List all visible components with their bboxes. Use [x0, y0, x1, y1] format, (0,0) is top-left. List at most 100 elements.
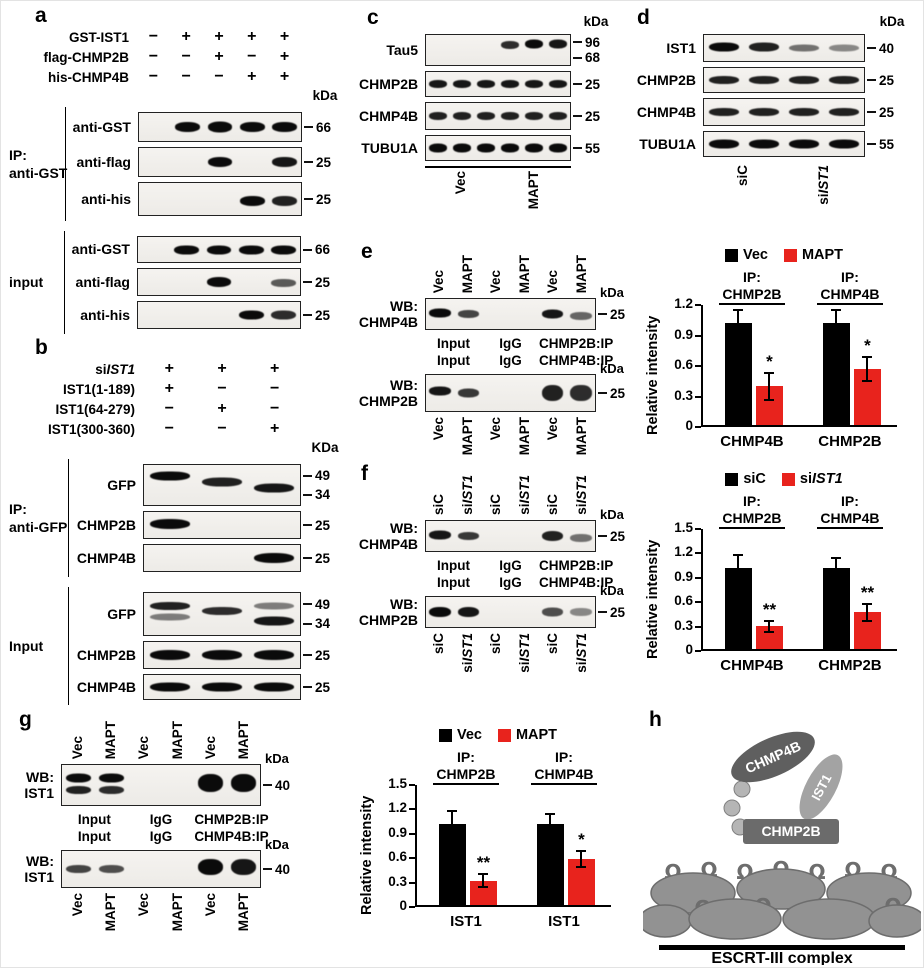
protein-band: [542, 309, 564, 319]
lane-label: siC: [488, 493, 504, 515]
condition-row: GST-IST1 − + + + +: [9, 27, 349, 47]
ip-cell: Input: [425, 352, 482, 369]
kda-markers: 25: [301, 268, 349, 296]
error-bar-cap: [733, 309, 744, 312]
panel-e: e Vec MAPT Vec MAPT Vec MAPT WB: CHMP4B kDa 25 Inp…: [357, 241, 642, 469]
kda-marker: 49: [303, 468, 349, 483]
ip-label: IP:: [457, 749, 475, 765]
category-label: IST1: [548, 913, 580, 930]
condition-sign: −: [181, 48, 191, 65]
group-blots: anti-GST 66 anti-flag 25 anti-his 25: [64, 231, 349, 334]
panel-a: a GST-IST1− + + + + flag-CHMP2B − − + − + his-CHMP4…: [9, 5, 349, 334]
blot-row: TUBU1A 55: [359, 135, 621, 161]
ip-cell: Input: [425, 574, 482, 591]
kda-markers: 25: [301, 641, 349, 669]
protein-band: [150, 471, 190, 481]
lane-group: siC: [703, 162, 784, 220]
kda-value: 25: [610, 306, 626, 322]
chart-legend: siC siIST1: [649, 471, 919, 487]
protein-band: [429, 530, 451, 540]
lane-label: Vec: [488, 417, 504, 441]
kda-marker: 34: [303, 487, 349, 502]
lane-label: siC: [545, 493, 561, 515]
blot-label: CHMP2B: [359, 75, 419, 92]
error-bar-cap: [733, 554, 744, 557]
kda-header: kDa: [879, 14, 905, 29]
kda-marker: 25: [573, 109, 621, 124]
kda-marker: 25: [598, 386, 642, 401]
legend-item: Vec: [438, 727, 482, 743]
kda-value: 25: [585, 108, 601, 124]
panel-d-blots: IST1 40 CHMP2B 25 CHMP4B 25 TUBU1A 55: [629, 34, 919, 157]
kda-markers: kDa 25: [596, 507, 642, 552]
kda-value: 34: [315, 487, 331, 502]
condition-sign: −: [214, 68, 224, 85]
kda-markers: 25: [301, 544, 349, 572]
blot-label: TUBU1A: [361, 139, 418, 156]
protein-band: [542, 531, 564, 542]
kda-marker: 25: [598, 529, 642, 544]
protein-band: [524, 143, 544, 153]
ip-cell-text: Input: [436, 575, 470, 591]
legend-item: Vec: [724, 247, 768, 263]
ip-cell-text: Input: [436, 558, 470, 574]
lane-label-slot: Vec: [61, 893, 94, 945]
lane-label-slot: siIST1: [454, 633, 483, 685]
legend-swatch-icon: [725, 472, 739, 486]
ip-row: Input IgG CHMP2B:IP: [425, 335, 613, 352]
chmp2b-box: CHMP2B: [743, 819, 839, 844]
panel-c-header: c kDa: [359, 5, 621, 30]
lane-label-slot: MAPT: [511, 417, 540, 469]
protein-band: [457, 310, 479, 319]
lane-label: Vec: [202, 735, 218, 759]
protein-band: [207, 121, 233, 133]
significance-marker: **: [476, 853, 491, 873]
kda-marker: 55: [573, 141, 621, 156]
lane-label: Vec: [69, 735, 85, 759]
ip-header: IP: CHMP4B: [800, 269, 900, 305]
blot-image: [143, 464, 301, 506]
protein-band: [548, 39, 568, 49]
error-bar-cap: [764, 619, 775, 622]
blot-image: [703, 34, 865, 62]
protein-band: [254, 682, 294, 692]
error-bar: [451, 811, 454, 836]
ip-cell: CHMP4B:IP: [539, 352, 613, 369]
error-bar-cap: [478, 873, 489, 876]
protein-band: [828, 139, 860, 149]
panel-letter-d: d: [637, 6, 650, 29]
protein-band: [457, 388, 479, 398]
blot-image: [425, 596, 596, 629]
y-tick: [695, 426, 701, 428]
ip-cell: Input: [425, 557, 482, 574]
group-name: input: [9, 274, 44, 291]
y-tick-label: 1.5: [388, 776, 407, 791]
blot-image: [703, 67, 865, 93]
protein-band: [254, 650, 294, 660]
ip-target: CHMP2B: [719, 286, 785, 305]
kda-markers: 25: [301, 511, 349, 539]
y-tick: [695, 365, 701, 367]
legend-label: MAPT: [801, 247, 844, 263]
lane-group-label: Vec: [453, 171, 469, 195]
condition-label: his-CHMP4B: [47, 69, 129, 85]
protein-band: [500, 40, 520, 49]
blot-label: Tau5: [386, 41, 418, 58]
lane-label-slot: siC: [539, 633, 568, 685]
blot-row: WB: IST1 kDa 40: [9, 751, 309, 806]
blot-row: IST1 40: [629, 34, 919, 62]
lane-label-slot: Vec: [194, 707, 227, 759]
blot-label: WB: IST1: [9, 853, 61, 885]
error-bar-cap: [733, 335, 744, 338]
blot-row: CHMP4B 25: [69, 674, 349, 700]
blot-label: CHMP4B: [359, 107, 419, 124]
condition-label: IST1(300-360): [47, 421, 135, 437]
kda-value: 25: [610, 385, 626, 401]
lane-label: siIST1: [573, 633, 589, 674]
group-name: IP:: [9, 146, 27, 163]
significance-marker: **: [762, 599, 777, 619]
ip-cell-text: IgG: [499, 336, 522, 352]
bar-chart-g: Vec MAPT ** * 0 0.3 0.6 0.9 1.2 1.5 Relative inten…: [359, 727, 633, 939]
blot-label: anti-his: [80, 306, 130, 323]
protein-band: [429, 607, 451, 618]
